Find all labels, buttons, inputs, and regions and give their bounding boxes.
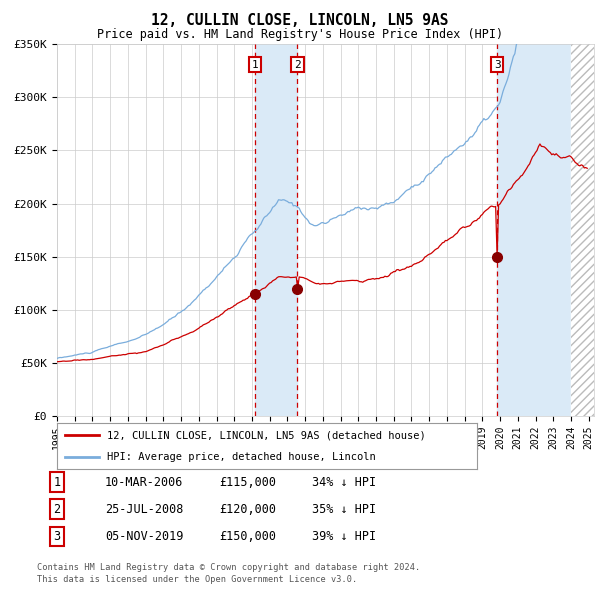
Text: 10-MAR-2006: 10-MAR-2006 xyxy=(105,476,184,489)
Text: 12, CULLIN CLOSE, LINCOLN, LN5 9AS: 12, CULLIN CLOSE, LINCOLN, LN5 9AS xyxy=(151,13,449,28)
Text: 25-JUL-2008: 25-JUL-2008 xyxy=(105,503,184,516)
Text: 12, CULLIN CLOSE, LINCOLN, LN5 9AS (detached house): 12, CULLIN CLOSE, LINCOLN, LN5 9AS (deta… xyxy=(107,431,426,441)
Text: £115,000: £115,000 xyxy=(219,476,276,489)
Text: £150,000: £150,000 xyxy=(219,530,276,543)
Bar xyxy=(256,44,298,416)
Text: 2: 2 xyxy=(294,60,301,70)
Text: This data is licensed under the Open Government Licence v3.0.: This data is licensed under the Open Gov… xyxy=(37,575,358,584)
Text: 1: 1 xyxy=(53,476,61,489)
Text: Price paid vs. HM Land Registry's House Price Index (HPI): Price paid vs. HM Land Registry's House … xyxy=(97,28,503,41)
Text: 2: 2 xyxy=(53,503,61,516)
Text: 3: 3 xyxy=(53,530,61,543)
Bar xyxy=(571,44,594,416)
Text: £120,000: £120,000 xyxy=(219,503,276,516)
Text: 1: 1 xyxy=(252,60,259,70)
Text: 39% ↓ HPI: 39% ↓ HPI xyxy=(312,530,376,543)
Text: 3: 3 xyxy=(494,60,500,70)
Text: Contains HM Land Registry data © Crown copyright and database right 2024.: Contains HM Land Registry data © Crown c… xyxy=(37,563,421,572)
Bar xyxy=(571,44,594,416)
Text: 34% ↓ HPI: 34% ↓ HPI xyxy=(312,476,376,489)
Text: 35% ↓ HPI: 35% ↓ HPI xyxy=(312,503,376,516)
Bar xyxy=(497,44,571,416)
Text: 05-NOV-2019: 05-NOV-2019 xyxy=(105,530,184,543)
Text: HPI: Average price, detached house, Lincoln: HPI: Average price, detached house, Linc… xyxy=(107,451,376,461)
